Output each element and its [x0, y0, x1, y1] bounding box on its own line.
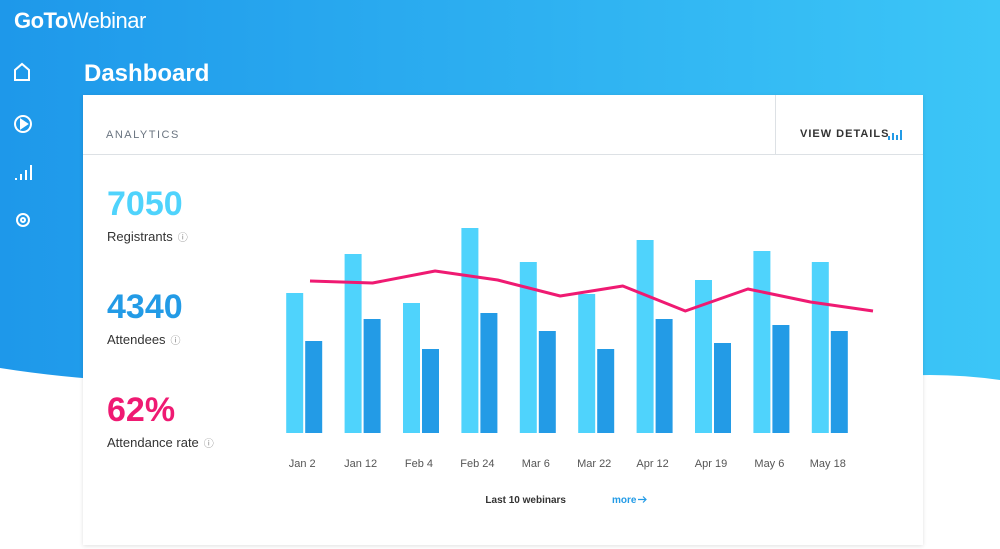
x-tick-label: Jan 2 — [289, 458, 316, 470]
bar — [538, 331, 556, 433]
x-tick-label: Mar 22 — [577, 458, 611, 470]
details-icon — [888, 130, 902, 140]
bar — [655, 319, 673, 433]
stat-label-row: Attendees ⓘ — [107, 332, 181, 347]
info-icon[interactable]: ⓘ — [170, 336, 181, 347]
stat-value: 62% — [107, 391, 176, 429]
bar — [363, 319, 381, 433]
bar — [636, 240, 654, 433]
card: ANALYTICS VIEW DETAILS 7050 Registrants ⓘ 4… — [83, 95, 923, 545]
stat-label: Attendees — [107, 332, 166, 347]
stat-label: Registrants — [107, 229, 173, 244]
x-tick-label: Jan 12 — [344, 458, 377, 470]
info-icon[interactable]: ⓘ — [177, 233, 188, 244]
x-tick-label: Mar 6 — [522, 458, 550, 470]
bar — [480, 313, 498, 433]
bar — [305, 341, 323, 433]
view-details[interactable]: VIEW DETAILS — [775, 95, 924, 154]
bar — [714, 343, 731, 433]
stat-label-row: Attendance rate ⓘ — [107, 435, 214, 450]
stat-label-row: Registrants ⓘ — [107, 229, 188, 244]
chart: Jan 2 Jan 12 Feb 4 Feb 24 Mar 6 Mar 22 Apr 12 A… — [286, 228, 874, 506]
stat-value: 7050 — [107, 185, 183, 223]
bar — [403, 303, 420, 433]
bar — [286, 293, 304, 433]
bar — [578, 294, 596, 433]
bar — [753, 251, 771, 433]
view-details-label: VIEW DETAILS — [800, 128, 890, 140]
stat-value: 4340 — [107, 288, 183, 326]
section-title: ANALYTICS — [106, 129, 180, 141]
more-arrow — [638, 496, 647, 503]
x-tick-label: Apr 19 — [695, 458, 727, 470]
logo-bold: GoTo — [14, 8, 68, 33]
x-tick-label: Feb 4 — [405, 458, 433, 470]
x-tick-label: May 6 — [754, 458, 784, 470]
bar — [597, 349, 615, 433]
chart-caption: Last 10 webinars — [485, 495, 566, 506]
x-tick-label: Feb 24 — [460, 458, 494, 470]
bar — [422, 349, 439, 433]
stat-label: Attendance rate — [107, 435, 199, 450]
x-tick-label: Apr 12 — [636, 458, 668, 470]
x-tick-label: May 18 — [810, 458, 846, 470]
bar — [695, 280, 712, 433]
bar — [830, 331, 848, 433]
bar — [344, 254, 362, 433]
more-link[interactable]: more — [612, 495, 637, 506]
card-header: ANALYTICS VIEW DETAILS — [83, 95, 923, 155]
bar — [811, 262, 829, 433]
page-title: Dashboard — [84, 60, 210, 87]
logo-light: Webinar — [67, 8, 147, 33]
rate-line — [309, 269, 874, 313]
bar — [461, 228, 479, 433]
logo[interactable]: GoToWebinar — [14, 8, 146, 34]
bar — [519, 262, 537, 433]
info-icon[interactable]: ⓘ — [203, 439, 214, 450]
bar — [772, 325, 790, 433]
